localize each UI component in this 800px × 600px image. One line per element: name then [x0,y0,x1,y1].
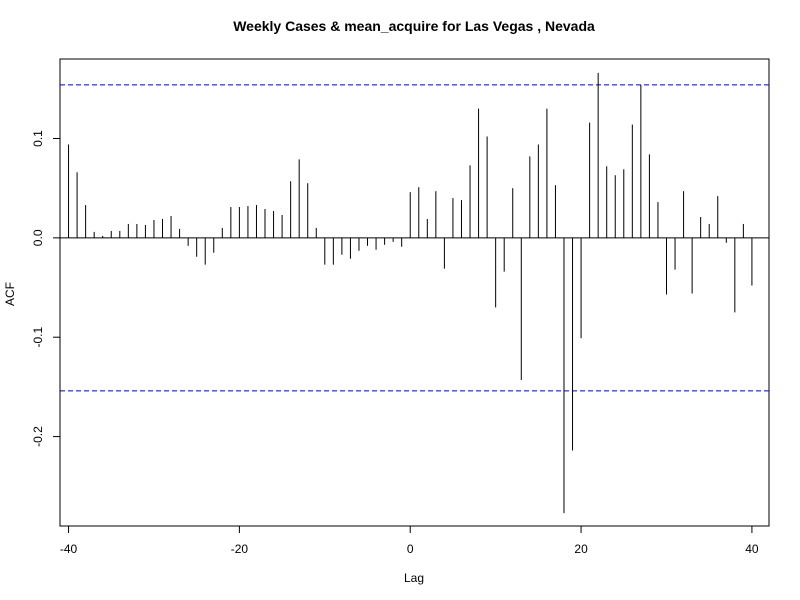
y-tick-label: 0.1 [31,130,45,147]
confidence-bounds [60,84,769,392]
acf-bars [68,72,753,514]
y-tick-label: -0.1 [31,327,45,348]
y-axis: -0.2 -0.1 0.0 0.1 [31,130,61,447]
x-tick-label: -40 [60,542,78,556]
y-tick-label: 0.0 [31,229,45,246]
x-tick-label: -20 [231,542,249,556]
y-tick-label: -0.2 [31,426,45,447]
plot-frame [59,58,770,527]
x-tick-label: 20 [574,542,588,556]
x-tick-label: 40 [745,542,759,556]
x-axis-label: Lag [404,571,424,585]
chart-title: Weekly Cases & mean_acquire for Las Vega… [233,18,595,34]
y-axis-label: ACF [3,282,17,306]
x-axis: -40 -20 0 20 40 [60,525,759,556]
x-tick-label: 0 [407,542,414,556]
